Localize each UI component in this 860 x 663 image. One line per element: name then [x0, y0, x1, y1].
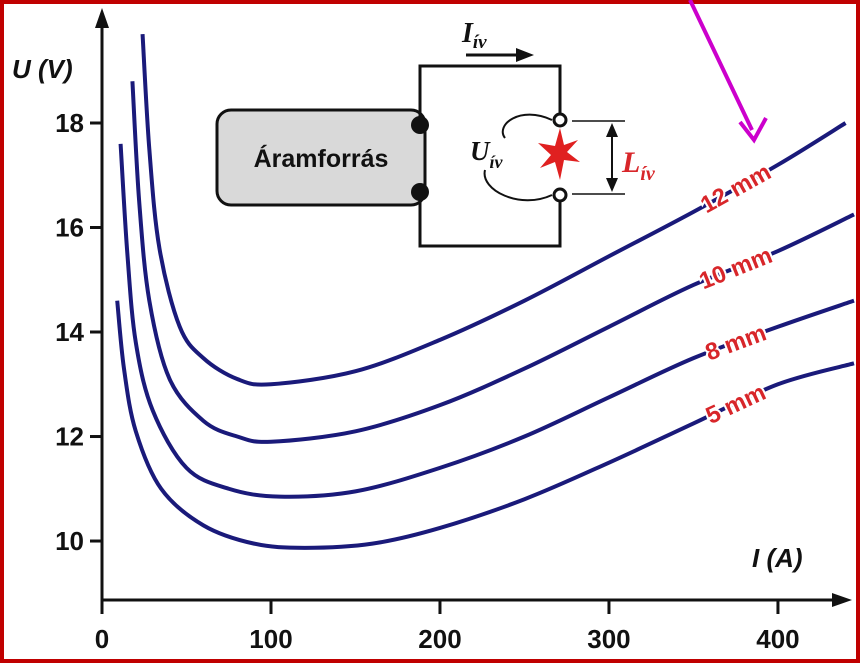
current-subscript: ív — [473, 32, 487, 53]
x-tick-label: 200 — [418, 624, 461, 654]
y-tick-label: 16 — [55, 213, 84, 243]
line — [130, 81, 855, 444]
current-symbol: I — [461, 18, 474, 49]
y-tick-label: 10 — [55, 526, 84, 556]
line — [118, 143, 855, 499]
line — [115, 300, 855, 550]
y-axis-label: U (V) — [12, 54, 73, 84]
length-subscript: ív — [640, 163, 656, 185]
current-label: Iív — [461, 18, 487, 53]
y-tick-label: 12 — [55, 422, 84, 452]
voltage-subscript: ív — [490, 152, 504, 172]
magenta-arrow — [688, 0, 768, 144]
y-tick-label: 14 — [55, 317, 84, 347]
length-label: Lív — [621, 146, 656, 185]
x-tick-label: 400 — [756, 624, 799, 654]
voltage-label: Uív — [470, 136, 504, 172]
x-axis-label: I (A) — [752, 543, 803, 573]
x-tick-label: 0 — [95, 624, 109, 654]
length-symbol: L — [621, 146, 640, 179]
y-tick-label: 18 — [55, 108, 84, 138]
line — [140, 34, 847, 387]
voltage-symbol: U — [470, 136, 491, 166]
x-tick-label: 300 — [587, 624, 630, 654]
x-tick-label: 100 — [249, 624, 292, 654]
axes — [95, 8, 852, 607]
circuit-diagram: Áramforrás Iív Uív Lív — [215, 18, 656, 248]
power-source-label: Áramforrás — [254, 144, 389, 173]
